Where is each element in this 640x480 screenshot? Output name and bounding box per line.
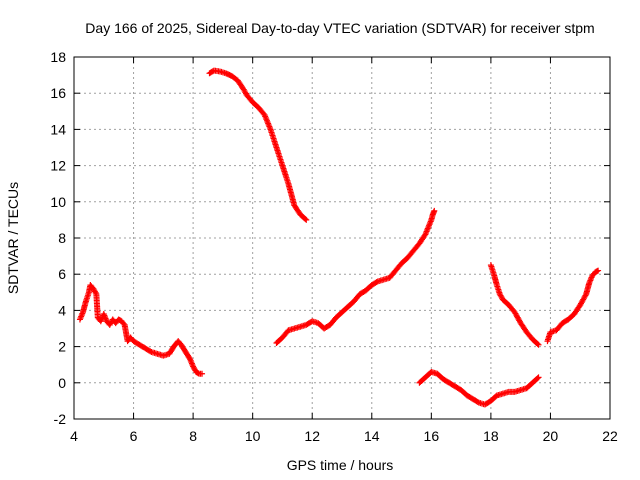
x-tick-label: 4 — [70, 428, 78, 444]
y-tick-label: 2 — [58, 339, 66, 355]
data-point — [535, 341, 542, 348]
grid — [74, 57, 610, 419]
data-points — [76, 67, 602, 408]
x-tick-label: 20 — [543, 428, 559, 444]
data-point — [594, 268, 601, 275]
x-tick-label: 6 — [130, 428, 138, 444]
series-arc5 — [487, 262, 542, 348]
x-tick-label: 10 — [245, 428, 261, 444]
series-arc1 — [76, 282, 206, 377]
y-tick-label: 12 — [50, 158, 66, 174]
data-point — [186, 355, 193, 362]
data-point — [373, 279, 380, 286]
x-tick-label: 16 — [424, 428, 440, 444]
series-arc4 — [416, 368, 542, 408]
plot-frame — [73, 56, 611, 420]
x-tick-label: 14 — [364, 428, 380, 444]
data-point — [302, 215, 309, 222]
data-point — [199, 370, 206, 377]
y-tick-label: 8 — [58, 230, 66, 246]
y-tick-label: 16 — [50, 85, 66, 101]
data-point — [92, 289, 99, 296]
y-tick-label: 10 — [50, 194, 66, 210]
y-tick-label: 14 — [50, 121, 66, 137]
data-point — [431, 207, 438, 214]
x-tick-label: 12 — [304, 428, 320, 444]
series-arc2 — [206, 67, 310, 223]
data-point — [303, 216, 310, 223]
data-point — [582, 292, 589, 299]
data-point — [474, 398, 481, 405]
series-arc3 — [273, 207, 438, 346]
data-point — [534, 340, 541, 347]
chart-title: Day 166 of 2025, Sidereal Day-to-day VTE… — [85, 20, 594, 36]
data-point — [535, 374, 542, 381]
data-point — [120, 320, 127, 327]
series-arc6 — [544, 267, 602, 345]
data-point — [595, 267, 602, 274]
data-point — [147, 348, 154, 355]
y-tick-label: 0 — [58, 375, 66, 391]
data-point — [534, 375, 541, 382]
y-tick-label: 6 — [58, 266, 66, 282]
y-tick-label: -2 — [54, 411, 67, 427]
x-tick-label: 8 — [189, 428, 197, 444]
y-axis-label: SDTVAR / TECUs — [5, 182, 21, 294]
y-tick-label: 4 — [58, 302, 66, 318]
y-tick-label: 18 — [50, 49, 66, 65]
x-axis-label: GPS time / hours — [287, 457, 394, 473]
x-tick-label: 18 — [483, 428, 499, 444]
x-tick-label: 22 — [602, 428, 618, 444]
